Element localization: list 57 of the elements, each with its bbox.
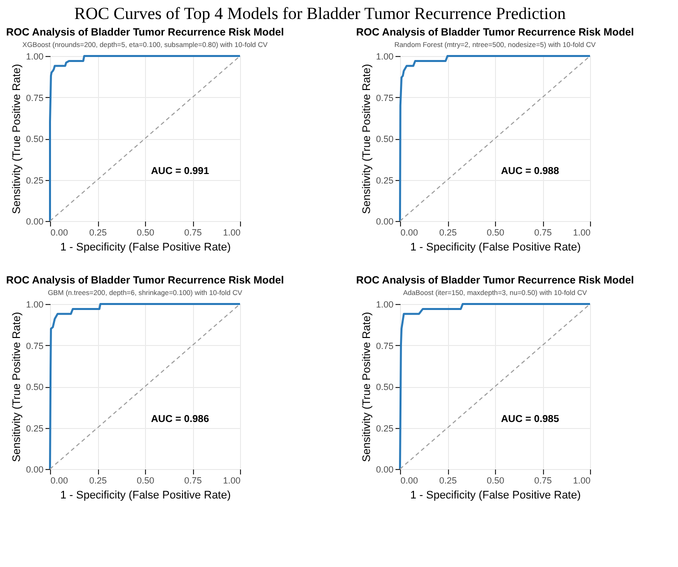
x-tick-label: 0.25 [439, 476, 457, 486]
x-axis-title: 1 - Specificity (False Positive Rate) [60, 242, 231, 254]
x-tick-label: 1.00 [222, 476, 240, 486]
y-tick-label: 0.00 [26, 464, 44, 474]
x-tick-label: 0.75 [184, 228, 202, 238]
x-tick-label: 0.00 [400, 476, 418, 486]
y-tick-label: 0.25 [376, 423, 394, 434]
x-tick-label: 0.75 [534, 228, 552, 238]
y-tick-label: 0.50 [376, 382, 394, 392]
x-tick-label: 0.25 [89, 476, 107, 486]
x-tick-label: 1.00 [572, 228, 590, 238]
x-tick-label: 0.50 [486, 476, 504, 486]
y-tick-label: 0.75 [26, 92, 44, 103]
x-tick-label: 0.75 [184, 476, 202, 486]
y-tick-label: 1.00 [376, 52, 394, 62]
y-tick-label: 0.00 [26, 216, 44, 226]
annotation: AUC = 0.988 [500, 166, 560, 177]
chart-title: ROC Analysis of Bladder Tumor Recurrence Risk Model [6, 274, 284, 286]
y-tick-label: 0.75 [376, 340, 394, 351]
y-tick-label: 1.00 [376, 300, 394, 310]
y-axis-title: Sensitivity (True Positive Rate) [10, 312, 23, 462]
y-tick-label: 0.75 [26, 340, 44, 351]
annotation: AUC = 0.991 [150, 166, 210, 177]
x-tick-label: 1.00 [222, 228, 240, 238]
x-tick-label: 0.00 [50, 228, 68, 238]
x-tick-label: 0.50 [136, 228, 154, 238]
y-tick-label: 1.00 [26, 52, 44, 62]
y-tick-label: 0.00 [376, 464, 394, 474]
chart-title: ROC Analysis of Bladder Tumor Recurrence Risk Model [356, 274, 634, 286]
x-tick-label: 0.50 [486, 228, 504, 238]
y-tick-label: 0.50 [26, 382, 44, 392]
x-tick-label: 0.75 [534, 476, 552, 486]
text: ROC Curves of Top 4 Models for Bladder Tumor Recurrence Prediction [74, 4, 566, 23]
y-axis-title: Sensitivity (True Positive Rate) [10, 64, 23, 214]
y-tick-label: 1.00 [26, 300, 44, 310]
y-tick-label: 0.25 [26, 423, 44, 434]
annotation: AUC = 0.986 [150, 414, 210, 425]
y-tick-label: 0.00 [376, 216, 394, 226]
x-axis-title: 1 - Specificity (False Positive Rate) [410, 242, 581, 254]
annotation: AUC = 0.985 [500, 414, 560, 425]
x-tick-label: 0.00 [50, 476, 68, 486]
chart-title: ROC Analysis of Bladder Tumor Recurrence Risk Model [6, 26, 284, 38]
y-tick-label: 0.50 [376, 134, 394, 144]
y-tick-label: 0.50 [26, 134, 44, 144]
chart-title: ROC Analysis of Bladder Tumor Recurrence Risk Model [356, 26, 634, 38]
y-axis-title: Sensitivity (True Positive Rate) [360, 312, 373, 462]
x-axis-title: 1 - Specificity (False Positive Rate) [410, 490, 581, 502]
x-tick-label: 1.00 [572, 476, 590, 486]
x-tick-label: 0.25 [439, 228, 457, 238]
y-tick-label: 0.75 [376, 92, 394, 103]
x-tick-label: 0.50 [136, 476, 154, 486]
y-tick-label: 0.25 [26, 175, 44, 186]
x-axis-title: 1 - Specificity (False Positive Rate) [60, 490, 231, 502]
y-axis-title: Sensitivity (True Positive Rate) [360, 64, 373, 214]
y-tick-label: 0.25 [376, 175, 394, 186]
x-tick-label: 0.25 [89, 228, 107, 238]
x-tick-label: 0.00 [400, 228, 418, 238]
